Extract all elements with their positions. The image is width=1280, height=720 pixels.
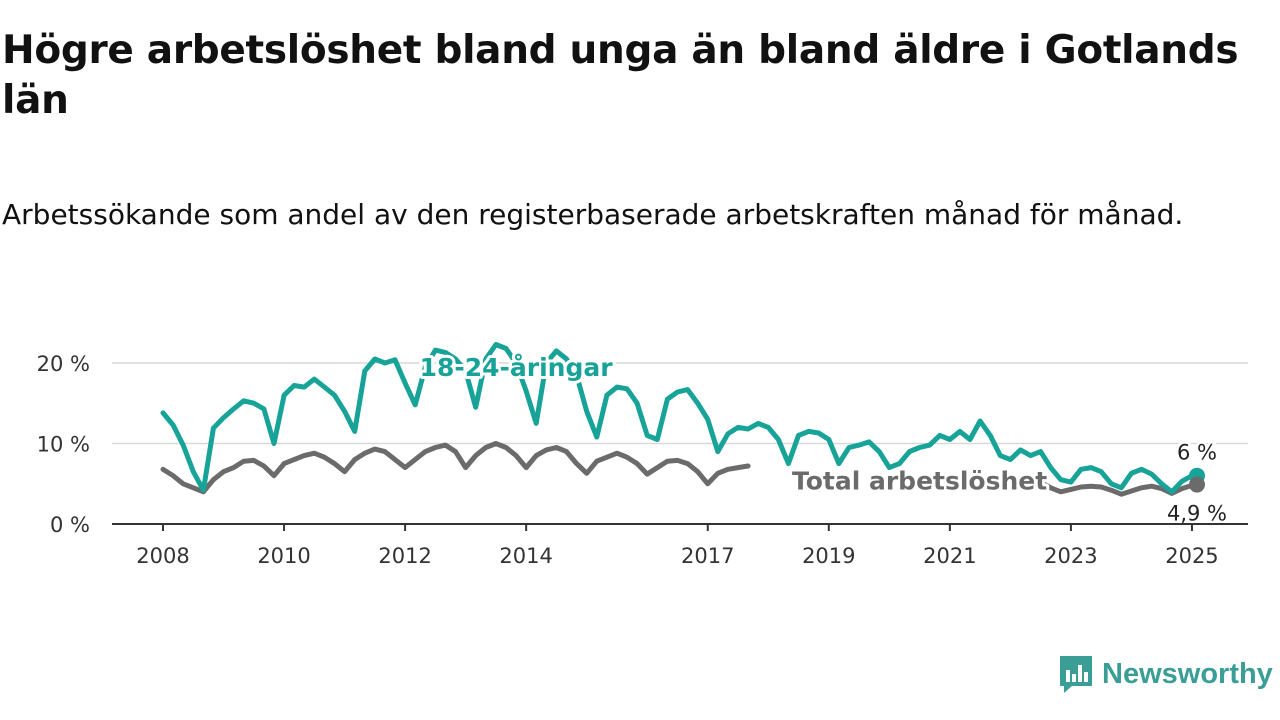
series-lines [160, 342, 1205, 497]
bar-chart-badge-icon [1060, 656, 1092, 693]
x-tick-label: 2025 [1165, 544, 1218, 568]
x-tick-label: 2017 [681, 544, 734, 568]
x-axis-ticks: 2008 2010 2012 2014 2017 2019 2021 2023 2025 [136, 524, 1219, 568]
x-tick-label: 2008 [136, 544, 189, 568]
newsworthy-logo: Newsworthy [1058, 654, 1273, 694]
line-chart: 0 % 10 % 20 % 18-24-åringar Total arbetslös… [37, 342, 1248, 568]
y-tick-label: 10 % [37, 433, 90, 457]
x-tick-label: 2014 [499, 544, 552, 568]
series-line [160, 441, 751, 495]
series-label: 18-24-åringar [420, 353, 614, 382]
x-tick-label: 2021 [923, 544, 976, 568]
series-label: Total arbetslöshet [792, 467, 1047, 496]
series-end-marker [1189, 476, 1205, 493]
gridlines [112, 362, 1248, 445]
x-tick-label: 2019 [802, 544, 855, 568]
y-tick-label: 0 % [50, 513, 90, 537]
x-tick-label: 2012 [378, 544, 431, 568]
chart-subtitle: Arbetssökande som andel av den registerb… [2, 198, 1184, 231]
brand-name: Newsworthy [1102, 657, 1273, 690]
y-tick-label: 20 % [37, 352, 90, 376]
series-end-label: 4,9 % [1167, 502, 1227, 526]
x-tick-label: 2010 [257, 544, 310, 568]
series-labels: 18-24-åringar Total arbetslöshet 6 % 4,9 % [417, 350, 1230, 528]
y-axis-ticks: 0 % 10 % 20 % [37, 352, 90, 537]
chart-title: Högre arbetslöshet bland unga än bland ä… [2, 28, 1239, 123]
series-end-label: 6 % [1177, 441, 1217, 465]
x-tick-label: 2023 [1044, 544, 1097, 568]
series-line [160, 342, 1200, 495]
